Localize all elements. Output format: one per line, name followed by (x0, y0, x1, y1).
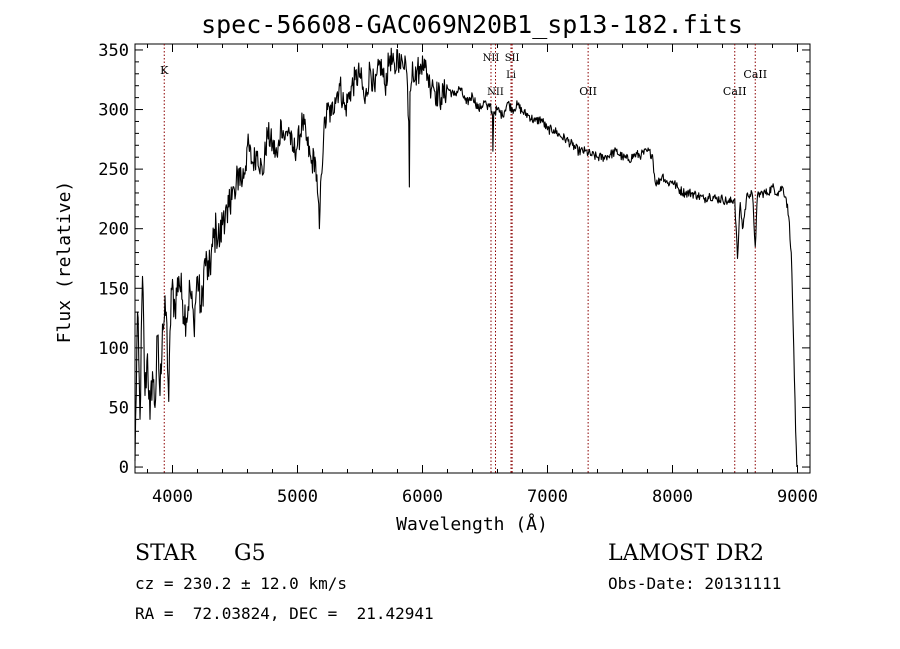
plot-frame (134, 43, 811, 474)
subclass-label: G5 (234, 541, 266, 566)
x-tick-label: 7000 (527, 487, 568, 507)
obs-date-label: Obs-Date: (608, 574, 695, 593)
x-tick-label: 5000 (277, 487, 318, 507)
cz-pm: ± (240, 574, 251, 593)
x-tick-label: 9000 (777, 487, 818, 507)
cz-label: cz = (135, 574, 184, 593)
y-tick-label: 200 (98, 220, 129, 240)
spectral-line-label: CaII (743, 68, 767, 81)
y-tick-label: 50 (109, 398, 129, 418)
class-label: STAR (135, 541, 196, 566)
cz-unit: km/s (308, 574, 347, 593)
spectral-line-label: Li (506, 70, 516, 81)
chart-title: spec-56608-GAC069N20B1_sp13-182.fits (201, 10, 743, 39)
plot-area: K NII NII SII Li OII CaII CaII 4000 5000 6000 7000 8… (98, 41, 818, 507)
coordinates-line: RA = 72.03824, DEC = 21.42941 (135, 604, 434, 623)
dec-value: 21.42941 (356, 604, 434, 623)
obs-date-line: Obs-Date: 20131111 (608, 574, 781, 593)
x-tick-label: 6000 (402, 487, 443, 507)
y-tick-label: 100 (98, 339, 129, 359)
spectrum-flux-line (134, 47, 798, 468)
x-tick-label: 4000 (152, 487, 193, 507)
redshift-line: cz = 230.2 ± 12.0 km/s (135, 574, 347, 593)
y-tick-label: 250 (98, 160, 129, 180)
x-axis-label: Wavelength (Å) (396, 513, 548, 535)
y-tick-label: 150 (98, 279, 129, 299)
object-class: STAR G5 (135, 541, 266, 566)
cz-value: 230.2 (183, 574, 232, 593)
y-tick-label: 350 (98, 41, 129, 61)
obs-date-value: 20131111 (704, 574, 782, 593)
ra-label: RA = (135, 604, 174, 623)
dec-label: DEC = (289, 604, 338, 623)
cz-error: 12.0 (260, 574, 299, 593)
spectral-line-label: OII (579, 85, 597, 98)
survey-label: LAMOST DR2 (608, 541, 764, 566)
y-tick-label: 300 (98, 101, 129, 121)
spectral-line-label: CaII (723, 85, 747, 98)
spectral-line-label: SII (505, 53, 520, 64)
spectral-line-label: NII (487, 87, 504, 98)
spectral-line-label: K (160, 64, 169, 77)
spectral-line-label: NII (483, 53, 500, 64)
y-tick-label: 0 (119, 458, 129, 478)
ra-value: 72.03824 (192, 604, 270, 623)
y-axis-label: Flux (relative) (54, 181, 75, 344)
x-tick-label: 8000 (652, 487, 693, 507)
